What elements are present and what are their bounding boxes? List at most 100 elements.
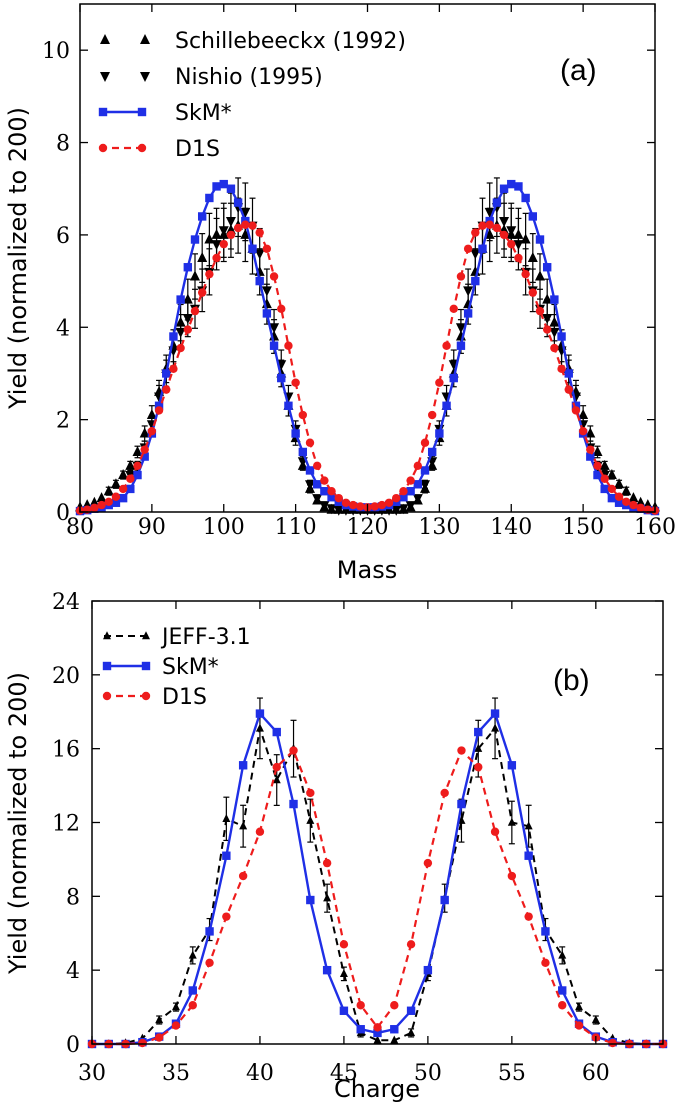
data-point — [391, 505, 402, 516]
data-point — [140, 445, 149, 454]
data-point — [205, 958, 214, 967]
data-point — [272, 775, 281, 784]
data-point — [248, 221, 257, 230]
data-point — [449, 304, 458, 313]
data-point — [541, 958, 550, 967]
data-point — [635, 496, 646, 507]
data-point — [578, 409, 589, 420]
data-point — [455, 323, 466, 334]
data-point — [474, 727, 483, 737]
data-point — [463, 309, 473, 318]
y-tick-label: 0 — [56, 501, 70, 526]
data-point — [118, 484, 128, 494]
legend-label: Nishio (1995) — [175, 65, 323, 90]
data-point — [176, 343, 185, 353]
data-point — [507, 871, 517, 881]
legend-marker — [100, 72, 110, 82]
data-point — [578, 426, 588, 436]
data-point — [499, 217, 510, 228]
data-point — [255, 723, 264, 732]
data-point — [356, 1001, 365, 1010]
data-point — [333, 505, 344, 516]
data-point — [327, 487, 336, 496]
data-point — [457, 746, 466, 755]
y-tick-label: 12 — [52, 812, 80, 837]
x-tick-label: 35 — [162, 1061, 190, 1086]
data-point — [622, 497, 631, 507]
data-point — [262, 244, 272, 253]
panel-a-tag: (a) — [560, 54, 597, 87]
data-point — [262, 309, 272, 318]
data-point — [272, 727, 281, 737]
data-point — [585, 427, 596, 438]
data-point — [406, 487, 415, 496]
data-point — [183, 325, 193, 334]
legend-marker — [98, 107, 108, 117]
data-point — [406, 476, 415, 485]
data-point — [97, 500, 106, 510]
x-tick-label: 150 — [562, 515, 604, 540]
data-point — [126, 474, 135, 483]
data-point — [628, 492, 639, 503]
data-point — [440, 895, 449, 905]
data-point — [190, 235, 200, 244]
data-point — [571, 406, 581, 415]
data-point — [507, 239, 516, 249]
y-tick-label: 2 — [56, 409, 70, 434]
data-point — [399, 487, 408, 496]
panel-a: 80 90 100 110 120 130 140 150 160 0 2 4 6 8 10 Mass Yi… — [4, 3, 676, 584]
data-point — [373, 1023, 382, 1032]
data-point — [205, 927, 214, 936]
data-point — [442, 341, 451, 350]
data-point — [621, 485, 632, 496]
data-point — [492, 223, 502, 233]
data-point — [138, 1038, 147, 1048]
data-point — [272, 762, 281, 772]
panel-a-xlabel: Mass — [337, 556, 397, 584]
legend-label: JEFF-3.1 — [160, 625, 251, 650]
data-point — [126, 484, 135, 494]
data-point — [219, 179, 228, 189]
data-point — [277, 304, 286, 313]
data-point — [111, 498, 121, 507]
data-point — [390, 1035, 399, 1044]
data-point — [306, 788, 315, 798]
data-point — [606, 469, 617, 480]
panel-b-ylabel: Yield (normalized to 200) — [4, 672, 32, 975]
data-point — [399, 493, 408, 502]
data-point — [322, 858, 332, 868]
data-point — [291, 429, 300, 438]
legend-marker — [103, 631, 111, 640]
data-point — [323, 893, 332, 902]
legend-entry: SkM* — [98, 101, 232, 126]
y-tick-label: 10 — [42, 39, 70, 64]
data-point — [241, 220, 250, 229]
data-point — [254, 249, 265, 260]
data-point — [506, 226, 517, 237]
data-point — [155, 1015, 164, 1024]
x-tick-label: 140 — [490, 515, 532, 540]
data-point — [334, 493, 343, 503]
data-point — [614, 478, 625, 489]
legend-marker — [141, 661, 151, 671]
data-point — [182, 293, 193, 304]
data-point — [514, 182, 523, 191]
data-point — [261, 286, 272, 297]
data-point — [222, 912, 231, 921]
data-point — [427, 447, 437, 457]
panel-b-ticks: 30 35 40 45 50 55 60 0 4 8 12 16 20 24 — [52, 590, 663, 1086]
y-tick-label: 6 — [56, 224, 70, 249]
data-point — [370, 502, 379, 511]
data-point — [96, 492, 107, 503]
data-point — [219, 239, 228, 249]
legend-label: SkM* — [175, 101, 232, 126]
data-point — [591, 1015, 600, 1024]
data-point — [478, 244, 487, 253]
data-point — [542, 325, 552, 334]
data-point — [491, 723, 500, 732]
data-point — [204, 233, 215, 244]
x-tick-label: 50 — [414, 1061, 442, 1086]
data-point — [190, 306, 200, 316]
data-point — [541, 927, 550, 936]
